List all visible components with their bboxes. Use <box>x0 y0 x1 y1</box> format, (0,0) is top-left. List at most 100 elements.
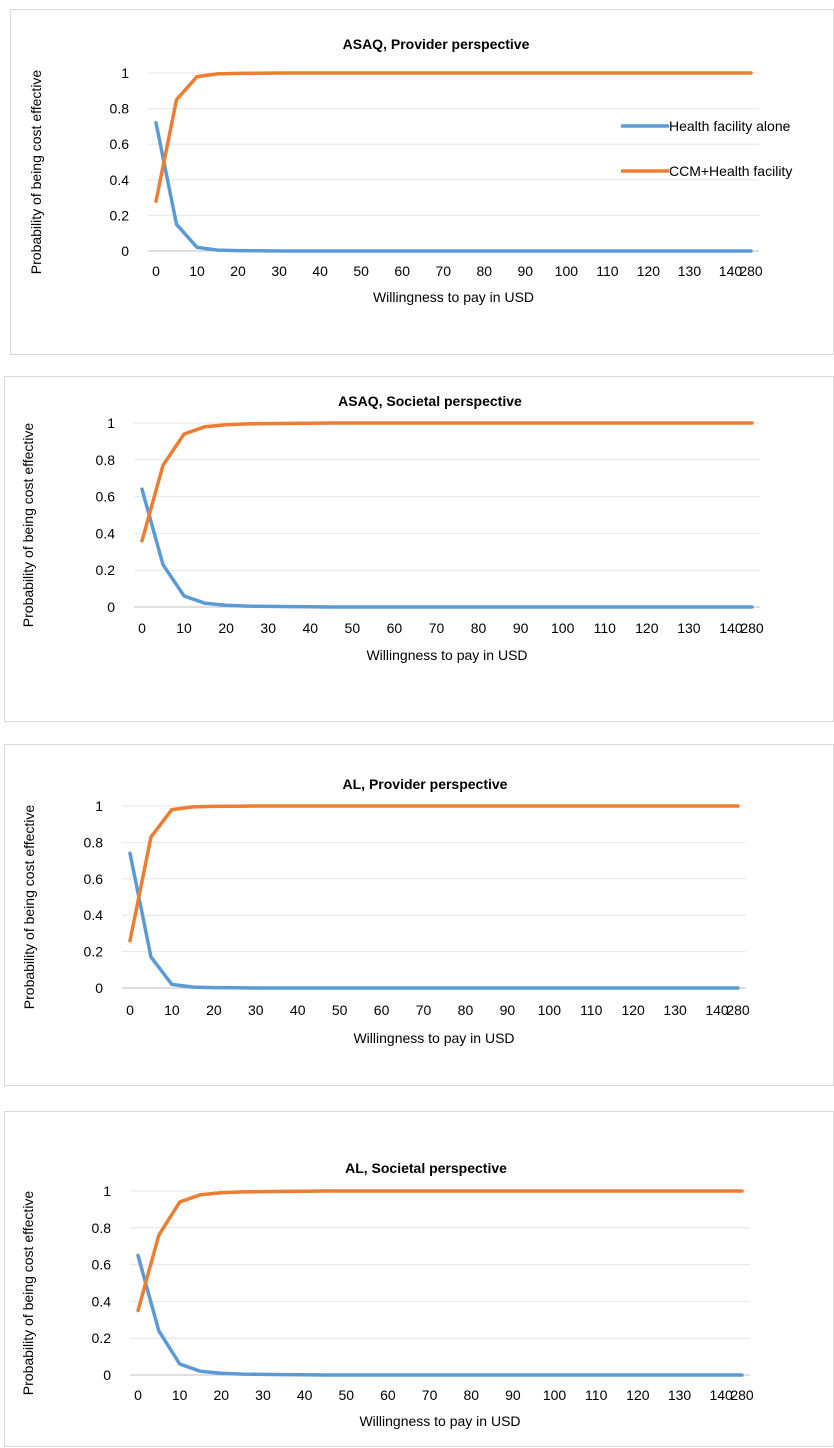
y-tick-label: 0 <box>107 599 115 615</box>
x-tick-label: 80 <box>458 1002 474 1018</box>
x-tick-label: 120 <box>621 1002 645 1018</box>
x-tick-label: 20 <box>214 1387 230 1403</box>
y-tick-label: 1 <box>103 1183 111 1199</box>
chart-title: AL, Provider perspective <box>343 776 508 792</box>
y-tick-label: 0 <box>121 243 129 259</box>
y-tick-label: 0.4 <box>84 907 104 923</box>
legend-label: CCM+Health facility <box>669 163 792 179</box>
x-tick-label: 0 <box>134 1387 142 1403</box>
y-tick-label: 0.6 <box>84 871 104 887</box>
y-tick-label: 0.2 <box>84 944 104 960</box>
x-tick-label: 280 <box>730 1387 754 1403</box>
x-tick-label: 120 <box>635 620 659 636</box>
x-tick-label: 90 <box>505 1387 521 1403</box>
y-tick-label: 0.2 <box>92 1330 112 1346</box>
x-axis-label: Willingness to pay in USD <box>366 647 527 663</box>
series-line-ccm-health-facility <box>154 71 753 203</box>
y-tick-label: 0.4 <box>96 525 116 541</box>
x-tick-label: 70 <box>422 1387 438 1403</box>
x-tick-label: 0 <box>152 263 160 279</box>
x-tick-label: 10 <box>172 1387 188 1403</box>
x-tick-label: 40 <box>312 263 328 279</box>
x-tick-label: 10 <box>164 1002 180 1018</box>
x-tick-label: 110 <box>594 620 617 636</box>
x-tick-label: 70 <box>435 263 451 279</box>
x-tick-label: 280 <box>739 263 763 279</box>
x-tick-label: 70 <box>429 620 445 636</box>
x-tick-label: 120 <box>637 263 661 279</box>
x-tick-label: 60 <box>380 1387 396 1403</box>
y-axis-label: Probability of being cost effective <box>28 70 44 275</box>
y-tick-label: 1 <box>121 65 129 81</box>
x-tick-label: 110 <box>585 1387 608 1403</box>
chart-panel-asaq-provider: 0 0.2 0.4 0.6 0.8 1 0 10 20 30 40 50 60 70 80 90 100 110 1… <box>10 9 834 355</box>
x-tick-label: 90 <box>513 620 529 636</box>
x-tick-label: 60 <box>394 263 410 279</box>
chart-svg: 00.20.40.60.810 10 20 30 40 50 60 70 80 90 100 110 1… <box>20 393 764 663</box>
y-axis-label: Probability of being cost effective <box>20 1191 36 1396</box>
y-tick-label: 0.2 <box>96 562 116 578</box>
x-tick-label: 30 <box>248 1002 264 1018</box>
x-tick-label: 20 <box>218 620 234 636</box>
y-tick-label: 0.8 <box>84 834 104 850</box>
x-tick-label: 110 <box>596 263 619 279</box>
x-tick-label: 40 <box>290 1002 306 1018</box>
series-line-ccm-health-facility <box>136 1189 744 1313</box>
x-tick-label: 80 <box>476 263 492 279</box>
x-tick-label: 50 <box>332 1002 348 1018</box>
chart-svg: 00.20.40.60.810 10 20 30 40 50 60 70 80 90 100 110 1… <box>20 1160 754 1429</box>
x-axis-label: Willingness to pay in USD <box>359 1413 520 1429</box>
series-line-health-facility-alone <box>140 487 754 609</box>
x-tick-label: 30 <box>255 1387 271 1403</box>
chart-title: ASAQ, Societal perspective <box>338 393 522 409</box>
legend-label: Health facility alone <box>669 118 791 134</box>
series-line-ccm-health-facility <box>128 804 740 943</box>
x-tick-label: 90 <box>500 1002 516 1018</box>
y-tick-label: 0.2 <box>110 207 130 223</box>
x-tick-label: 140 <box>719 263 743 279</box>
y-tick-label: 0.4 <box>92 1293 112 1309</box>
x-tick-label: 140 <box>719 620 743 636</box>
x-tick-label: 100 <box>538 1002 562 1018</box>
x-tick-label: 120 <box>626 1387 650 1403</box>
y-tick-label: 0.8 <box>92 1220 112 1236</box>
x-tick-label: 80 <box>471 620 487 636</box>
x-tick-label: 50 <box>345 620 361 636</box>
series-line-ccm-health-facility <box>140 421 754 543</box>
x-tick-label: 100 <box>543 1387 567 1403</box>
y-tick-label: 0.6 <box>110 136 130 152</box>
chart-title: ASAQ, Provider perspective <box>343 36 530 52</box>
x-tick-label: 60 <box>387 620 403 636</box>
x-tick-label: 20 <box>206 1002 222 1018</box>
x-tick-label: 30 <box>271 263 287 279</box>
x-tick-label: 0 <box>126 1002 134 1018</box>
x-tick-label: 100 <box>551 620 575 636</box>
y-tick-label: 0.4 <box>110 172 130 188</box>
x-tick-label: 280 <box>740 620 764 636</box>
x-tick-label: 70 <box>416 1002 432 1018</box>
x-tick-label: 130 <box>663 1002 687 1018</box>
y-tick-label: 0 <box>95 980 103 996</box>
chart-panel-al-societal: 0 0.2 0.4 0.6 0.8 1 0 10 20 30 40 50 60 70 80 90 100 110 1… <box>4 1111 834 1447</box>
y-tick-label: 1 <box>107 415 115 431</box>
x-tick-label: 40 <box>302 620 318 636</box>
x-tick-label: 130 <box>678 263 702 279</box>
x-tick-label: 110 <box>580 1002 603 1018</box>
x-tick-label: 20 <box>230 263 246 279</box>
y-tick-label: 0.8 <box>110 101 130 117</box>
x-tick-label: 90 <box>518 263 534 279</box>
x-axis-label: Willingness to pay in USD <box>353 1030 514 1046</box>
x-tick-label: 130 <box>668 1387 692 1403</box>
chart-panel-asaq-societal: 0 0.2 0.4 0.6 0.8 1 0 10 20 30 40 50 60 70 80 90 100 110 1… <box>4 376 834 722</box>
x-tick-label: 130 <box>677 620 701 636</box>
y-tick-label: 0.8 <box>96 452 116 468</box>
x-tick-label: 0 <box>138 620 146 636</box>
y-tick-label: 0.6 <box>92 1257 112 1273</box>
series-line-health-facility-alone <box>136 1253 744 1377</box>
x-tick-label: 30 <box>260 620 276 636</box>
chart-svg: 00.20.40.60.810 10 20 30 40 50 60 70 80 90 100 110 1… <box>28 36 792 305</box>
series-line-health-facility-alone <box>154 121 753 253</box>
y-axis-label: Probability of being cost effective <box>21 805 37 1010</box>
y-tick-label: 0 <box>103 1367 111 1383</box>
chart-panel-al-provider: 0 0.2 0.4 0.6 0.8 1 0 10 20 30 40 50 60 70 80 90 100 110 1… <box>4 744 834 1086</box>
